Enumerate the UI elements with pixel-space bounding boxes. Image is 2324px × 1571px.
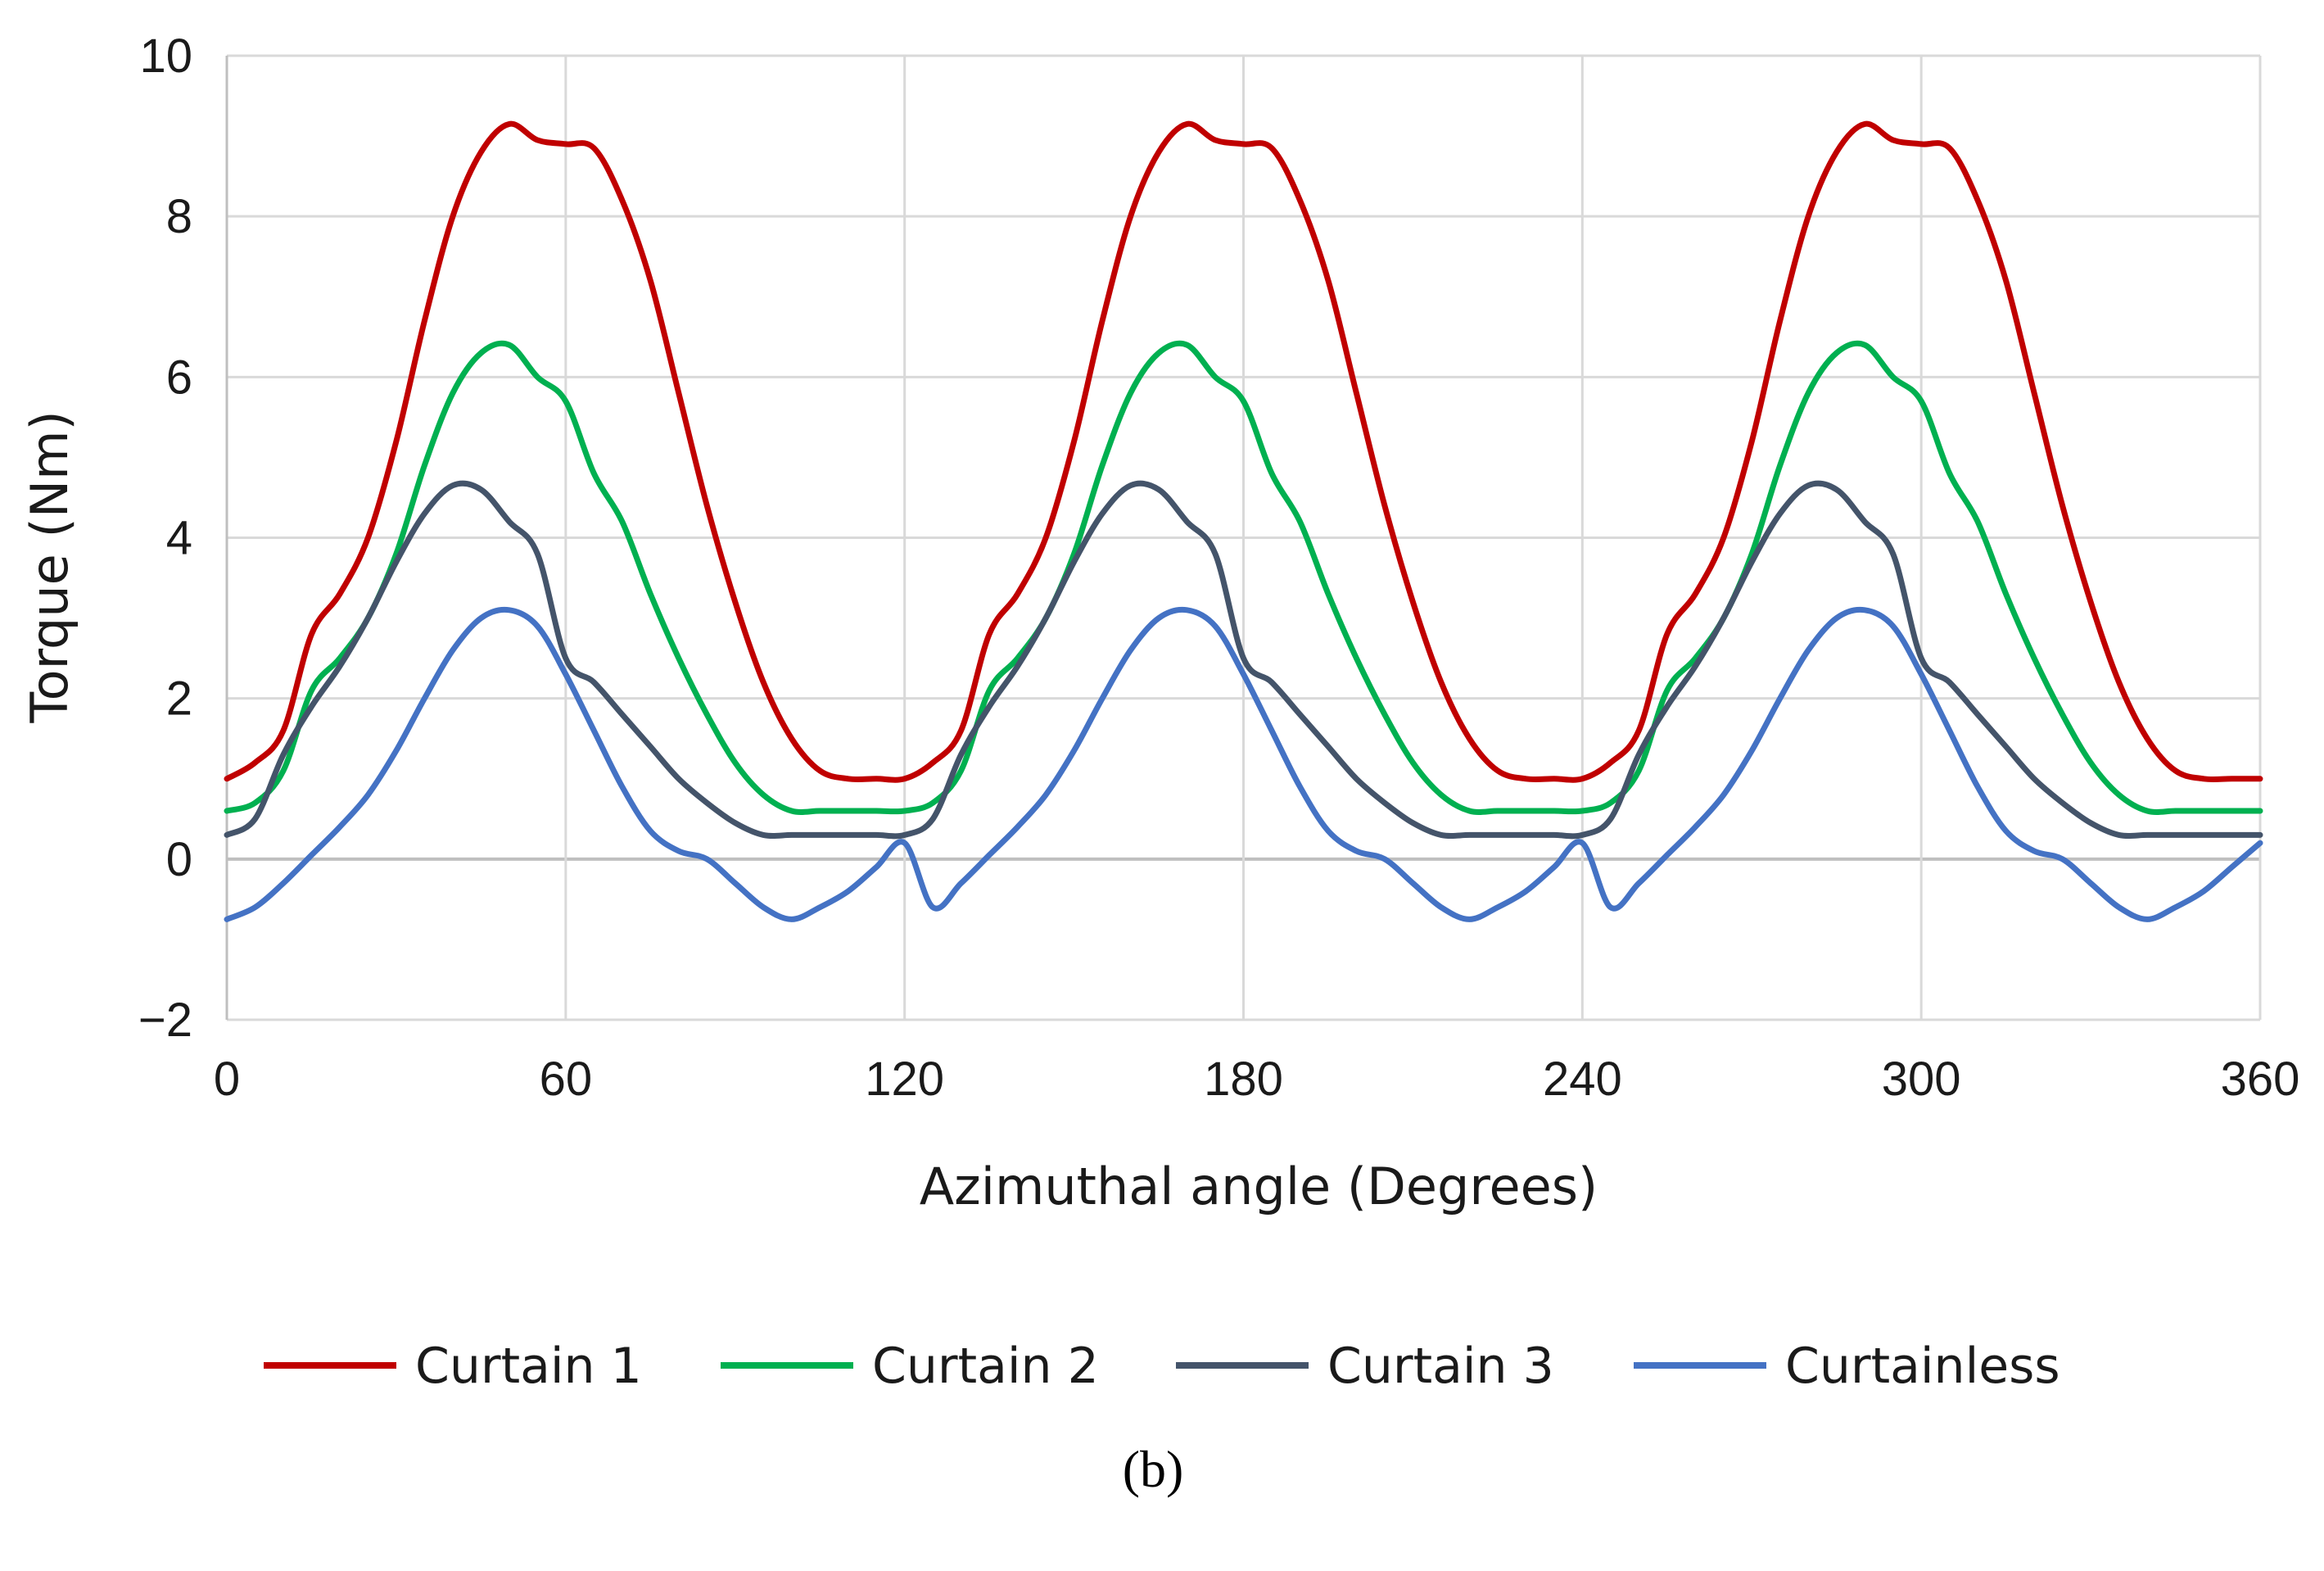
y-tick-label: 4 — [166, 512, 192, 565]
legend: Curtain 1 Curtain 2 Curtain 3 Curtainless — [264, 1338, 2060, 1395]
x-tick-label: 360 — [2221, 1053, 2300, 1106]
x-tick-label: 0 — [214, 1053, 240, 1106]
y-tick-label: 0 — [166, 833, 192, 886]
legend-label: Curtain 1 — [415, 1338, 642, 1395]
x-tick-label: 240 — [1543, 1053, 1622, 1106]
x-axis-title: Azimuthal angle (Degrees) — [920, 1157, 1598, 1216]
series-line-curtain-1 — [224, 120, 2263, 783]
grid — [225, 54, 2262, 1021]
y-tick-label: 2 — [166, 672, 192, 726]
legend-label: Curtain 2 — [872, 1338, 1099, 1395]
series-line-curtain-2 — [224, 340, 2263, 815]
y-axis-title: Torque (Nm) — [20, 410, 79, 723]
x-tick-label: 180 — [1204, 1053, 1283, 1106]
series-lines — [224, 120, 2263, 922]
y-tick-label: −2 — [138, 994, 192, 1047]
y-tick-label: 8 — [166, 190, 192, 243]
panel-label: (b) — [1123, 1440, 1184, 1498]
y-tick-label: 10 — [139, 29, 192, 83]
series-line-curtainless — [224, 606, 2263, 922]
series-line-curtain-3 — [224, 480, 2263, 840]
y-tick-label: 6 — [166, 351, 192, 404]
x-tick-label: 120 — [865, 1053, 944, 1106]
x-tick-label: 60 — [540, 1053, 593, 1106]
legend-label: Curtain 3 — [1327, 1338, 1554, 1395]
x-tick-label: 300 — [1882, 1053, 1961, 1106]
legend-label: Curtainless — [1785, 1338, 2060, 1395]
tick-labels: −2 0 2 4 6 8 10 0 60 120 180 240 300 360 — [138, 29, 2300, 1106]
